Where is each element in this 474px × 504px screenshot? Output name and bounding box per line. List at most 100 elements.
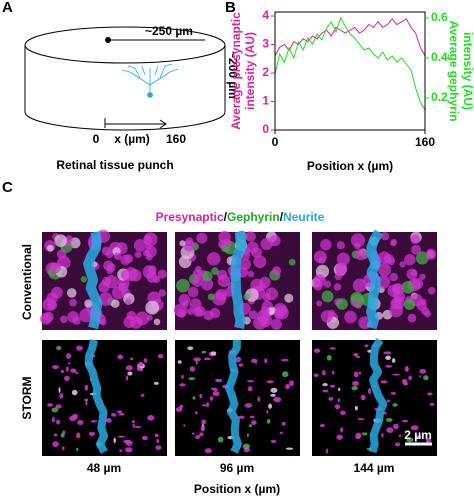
puncta [313, 250, 327, 264]
puncta [320, 310, 334, 323]
puncta [406, 268, 418, 280]
puncta [321, 290, 334, 303]
puncta [253, 316, 267, 330]
puncta [321, 370, 326, 376]
puncta [125, 440, 133, 446]
puncta [58, 387, 61, 393]
puncta [319, 423, 326, 428]
puncta [85, 400, 88, 406]
puncta [127, 371, 133, 376]
puncta [333, 283, 342, 291]
puncta [406, 437, 414, 443]
puncta [352, 381, 360, 386]
puncta [247, 270, 255, 278]
puncta [399, 261, 406, 268]
puncta [427, 286, 436, 295]
channel-sep: / [280, 210, 284, 224]
puncta [90, 420, 98, 423]
row-label: STORM [20, 376, 34, 419]
puncta [337, 398, 341, 403]
puncta [344, 310, 357, 324]
puncta [189, 366, 196, 372]
puncta [138, 368, 144, 372]
puncta [192, 396, 196, 400]
neurite [225, 339, 242, 454]
puncta [251, 420, 257, 425]
puncta [385, 417, 393, 422]
puncta [401, 280, 415, 294]
puncta [284, 293, 294, 303]
puncta [51, 286, 63, 299]
puncta [129, 269, 142, 282]
puncta [61, 446, 65, 451]
puncta [179, 383, 186, 387]
puncta [98, 281, 110, 293]
puncta [274, 305, 289, 320]
puncta [336, 252, 350, 266]
puncta [142, 265, 156, 279]
puncta [340, 410, 346, 415]
puncta [51, 416, 55, 423]
puncta [246, 380, 255, 383]
puncta [111, 412, 116, 417]
axis-end: 160 [166, 132, 186, 146]
puncta [336, 241, 345, 250]
puncta [282, 371, 289, 378]
puncta [323, 280, 332, 288]
puncta [76, 447, 79, 452]
puncta [134, 251, 142, 259]
puncta [113, 437, 116, 444]
puncta [176, 278, 190, 293]
puncta [316, 300, 323, 307]
puncta [328, 396, 334, 401]
puncta [187, 286, 199, 298]
puncta [64, 375, 70, 381]
puncta [210, 351, 217, 356]
puncta [179, 404, 184, 409]
puncta [391, 358, 396, 363]
puncta [392, 373, 400, 376]
puncta [69, 298, 78, 307]
puncta [194, 434, 201, 439]
puncta [353, 371, 359, 378]
puncta [378, 263, 392, 277]
puncta [218, 230, 231, 244]
puncta [253, 255, 267, 269]
puncta [99, 318, 107, 326]
puncta [238, 415, 245, 419]
puncta [357, 418, 365, 421]
micrographs: 2 µm [40, 229, 437, 456]
depth-label: ~200 µm [226, 51, 240, 99]
y-tick-label: 1 [262, 94, 269, 108]
puncta [246, 433, 249, 438]
puncta [157, 269, 167, 279]
chart: 0 1 2 3 4 0.2 0.4 0.6 0 160 Position x (µm) Average… [229, 8, 474, 173]
puncta [75, 371, 79, 375]
puncta [336, 434, 343, 440]
puncta [419, 368, 427, 374]
puncta [157, 353, 164, 359]
puncta [244, 403, 253, 408]
puncta [429, 402, 435, 406]
puncta [147, 415, 155, 421]
puncta [251, 358, 257, 363]
puncta [145, 300, 160, 315]
puncta [320, 239, 332, 251]
puncta [238, 363, 244, 367]
column-label: 144 µm [354, 461, 395, 475]
puncta [116, 410, 123, 414]
puncta [340, 427, 344, 433]
puncta [191, 432, 195, 435]
puncta [257, 396, 261, 402]
puncta [329, 347, 336, 350]
puncta [181, 374, 184, 380]
puncta [404, 366, 409, 372]
puncta [273, 396, 282, 403]
puncta [398, 434, 402, 438]
cylinder [24, 26, 226, 131]
puncta [386, 399, 390, 403]
puncta [72, 413, 78, 419]
puncta [335, 262, 348, 275]
puncta [390, 238, 397, 246]
